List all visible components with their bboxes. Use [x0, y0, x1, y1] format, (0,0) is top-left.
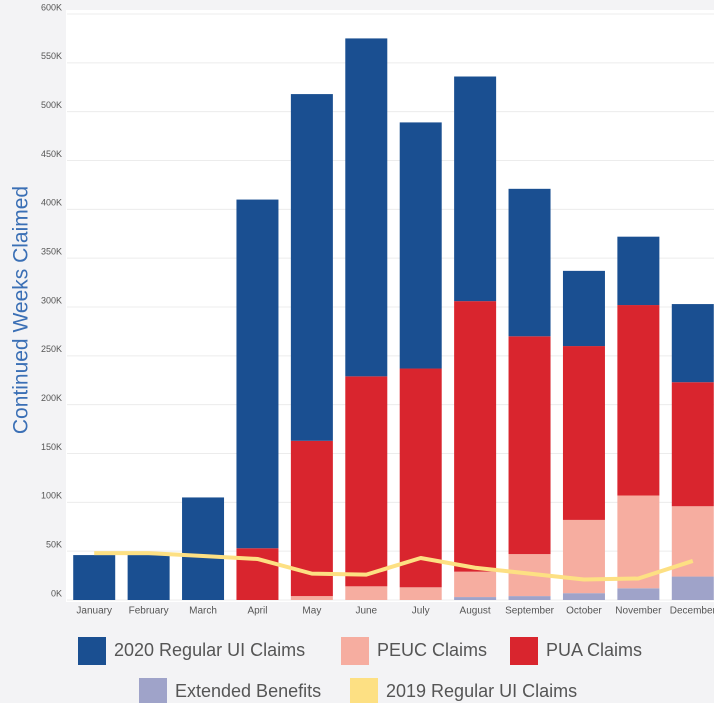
bar-segment	[562, 593, 605, 600]
y-tick-label: 0K	[51, 588, 62, 598]
y-tick-label: 500K	[41, 100, 62, 110]
x-tick-label: April	[247, 606, 267, 617]
y-tick-label: 600K	[41, 2, 62, 12]
legend-swatch	[78, 637, 106, 665]
bar-segment	[399, 587, 442, 600]
bar-segment	[562, 519, 605, 594]
bar-segment	[617, 305, 660, 496]
bar-segment	[290, 94, 333, 441]
x-tick-label: September	[505, 606, 555, 617]
y-tick-label: 300K	[41, 295, 62, 305]
x-tick-label: August	[460, 606, 491, 617]
bar-segment	[454, 571, 497, 598]
bar-segment	[73, 555, 116, 600]
bar-segment	[508, 596, 551, 600]
bar-segment	[345, 376, 388, 587]
y-tick-label: 250K	[41, 344, 62, 354]
legend-swatch	[139, 678, 167, 703]
bar-segment	[562, 346, 605, 520]
bar-segment	[671, 576, 714, 600]
legend-swatch	[510, 637, 538, 665]
y-tick-label: 200K	[41, 393, 62, 403]
legend-label: PUA Claims	[546, 640, 642, 660]
y-tick-label: 550K	[41, 51, 62, 61]
legend-label: 2020 Regular UI Claims	[114, 640, 305, 660]
bar-segment	[508, 188, 551, 337]
x-tick-label: October	[566, 606, 602, 617]
bar-segment	[671, 304, 714, 383]
bar-segment	[236, 548, 279, 600]
bar-segment	[617, 588, 660, 600]
x-tick-label: July	[412, 606, 430, 617]
bar-segment	[454, 597, 497, 600]
bar-segment	[399, 122, 442, 369]
x-tick-label: January	[76, 606, 112, 617]
y-tick-label: 450K	[41, 149, 62, 159]
x-tick-label: February	[129, 606, 169, 617]
bar-segment	[399, 368, 442, 588]
bar-segment	[236, 199, 279, 549]
bar-segment	[345, 38, 388, 377]
legend-swatch	[341, 637, 369, 665]
y-tick-label: 50K	[46, 540, 62, 550]
line-series	[94, 551, 694, 582]
bar-segment	[454, 301, 497, 572]
bar-segment	[562, 270, 605, 347]
bar-segment	[508, 336, 551, 555]
x-tick-label: May	[302, 606, 321, 617]
bar-segment	[454, 76, 497, 302]
y-tick-label: 100K	[41, 491, 62, 501]
y-tick-label: 400K	[41, 198, 62, 208]
x-tick-label: March	[189, 606, 217, 617]
bar-segment	[290, 596, 333, 600]
y-tick-label: 150K	[41, 442, 62, 452]
y-axis-title: Continued Weeks Claimed	[10, 186, 33, 434]
bar-segment	[182, 497, 225, 600]
legend-swatch	[350, 678, 378, 703]
plot-area	[66, 10, 714, 602]
legend-label: PEUC Claims	[377, 640, 487, 660]
bar-segment	[345, 586, 388, 600]
x-tick-label: June	[355, 606, 377, 617]
bar-segment	[617, 236, 660, 306]
bar-segment	[127, 555, 170, 600]
legend-label: Extended Benefits	[175, 681, 321, 701]
legend-label: 2019 Regular UI Claims	[386, 681, 577, 701]
x-tick-label: November	[615, 606, 662, 617]
y-tick-label: 350K	[41, 247, 62, 257]
x-tick-label: December	[670, 606, 714, 617]
bar-segment	[671, 382, 714, 507]
